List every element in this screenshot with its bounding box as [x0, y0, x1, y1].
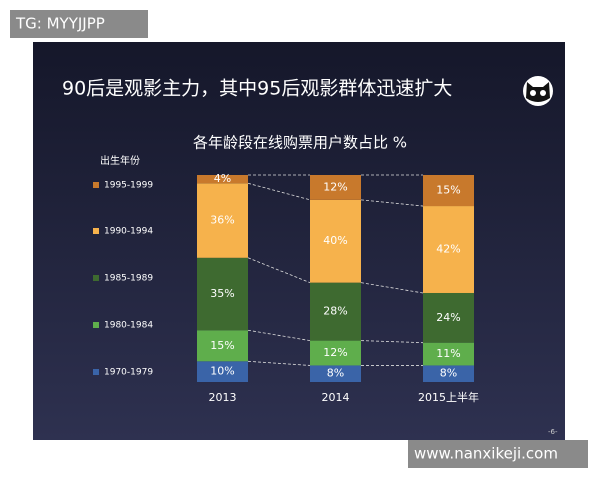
- slide-title: 90后是观影主力，其中95后观影群体迅速扩大: [62, 78, 452, 100]
- x-tick-label: 2015上半年: [418, 390, 479, 404]
- footer-watermark-box: [408, 440, 588, 468]
- value-label: 24%: [436, 311, 460, 324]
- value-label: 35%: [210, 287, 234, 300]
- bar-segment: [310, 340, 361, 366]
- bar-segment: [423, 342, 474, 366]
- value-label: 36%: [210, 214, 234, 227]
- value-label: 8%: [440, 367, 457, 380]
- value-label: 12%: [323, 180, 347, 193]
- value-label: 15%: [210, 339, 234, 352]
- connector: [360, 199, 424, 207]
- legend-swatch: [93, 275, 99, 281]
- value-label: 10%: [210, 365, 234, 378]
- legend-swatch: [93, 228, 99, 234]
- bar-segment: [197, 257, 248, 331]
- value-label: 40%: [323, 234, 347, 247]
- legend-label: 1985-1989: [104, 274, 153, 284]
- connector: [247, 329, 311, 341]
- x-tick-label: 2013: [209, 391, 237, 404]
- bar-segment: [310, 175, 361, 200]
- bar-segment: [310, 282, 361, 341]
- bar-segment: [197, 183, 248, 258]
- connector: [360, 282, 424, 294]
- bar-segment: [423, 365, 474, 382]
- legend-label: 1995-1999: [104, 181, 153, 191]
- bar-segment: [197, 330, 248, 362]
- legend-label: 1970-1979: [104, 368, 153, 378]
- bar-segment: [423, 206, 474, 293]
- value-label: 42%: [436, 243, 460, 256]
- value-label: 12%: [323, 346, 347, 359]
- legend-swatch: [93, 369, 99, 375]
- watermark-box: [10, 10, 148, 38]
- bar-segment: [197, 361, 248, 382]
- bar-segment: [197, 175, 248, 184]
- legend-label: 1980-1984: [104, 321, 153, 331]
- connector: [360, 340, 424, 344]
- connector: [247, 360, 311, 366]
- cat-icon: [523, 76, 553, 106]
- connector: [247, 257, 311, 284]
- value-label: 28%: [323, 305, 347, 318]
- bar-segment: [423, 175, 474, 207]
- legend-swatch: [93, 322, 99, 328]
- watermark: TG: MYYJJPP: [15, 15, 105, 33]
- value-label: 11%: [436, 347, 460, 360]
- value-label: 4%: [214, 172, 231, 185]
- legend-swatch: [93, 182, 99, 188]
- chart-title: 各年龄段在线购票用户数占比 %: [193, 134, 407, 152]
- connector: [247, 182, 311, 201]
- page-number: -6-: [548, 428, 558, 436]
- legend-title: 出生年份: [100, 154, 140, 167]
- bar-segment: [310, 199, 361, 283]
- bar-segment: [423, 292, 474, 343]
- footer-watermark: www.nanxikeji.com: [414, 445, 558, 463]
- x-tick-label: 2014: [322, 391, 350, 404]
- slide: [33, 42, 565, 440]
- legend-label: 1990-1994: [104, 227, 153, 237]
- value-label: 15%: [436, 184, 460, 197]
- bar-segment: [310, 365, 361, 382]
- value-label: 8%: [327, 367, 344, 380]
